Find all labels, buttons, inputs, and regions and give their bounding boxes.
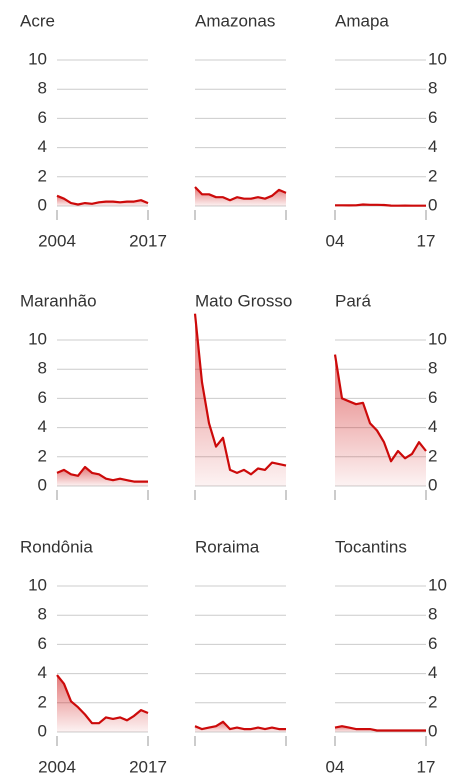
y-tick-label: 4 bbox=[428, 417, 437, 436]
x-tick-label: 2017 bbox=[129, 757, 167, 774]
panel-title: Tocantins bbox=[335, 537, 407, 556]
y-tick-label: 10 bbox=[428, 329, 447, 348]
line bbox=[334, 725, 426, 732]
panel-title: Roraima bbox=[195, 537, 260, 556]
y-tick-label: 4 bbox=[428, 137, 437, 156]
line bbox=[333, 354, 427, 463]
x-tick-label: 2004 bbox=[38, 231, 76, 250]
panel-title: Acre bbox=[20, 11, 55, 30]
line bbox=[56, 465, 148, 483]
area-fill bbox=[335, 354, 426, 486]
y-tick-label: 0 bbox=[38, 721, 47, 740]
y-tick-label: 8 bbox=[38, 605, 47, 624]
y-tick-label: 0 bbox=[428, 721, 437, 740]
panel-title: Maranhão bbox=[20, 291, 97, 310]
x-tick-label: 2017 bbox=[129, 231, 167, 250]
area-fill bbox=[57, 195, 148, 206]
x-tick-label: 17 bbox=[417, 757, 436, 774]
area-fill bbox=[195, 313, 286, 486]
line bbox=[335, 203, 426, 207]
y-tick-label: 2 bbox=[38, 166, 47, 185]
y-tick-label: 6 bbox=[38, 108, 47, 127]
y-tick-label: 4 bbox=[38, 417, 47, 436]
y-tick-label: 0 bbox=[428, 195, 437, 214]
y-tick-label: 2 bbox=[38, 692, 47, 711]
y-tick-label: 2 bbox=[428, 166, 437, 185]
y-tick-label: 4 bbox=[428, 663, 437, 682]
y-tick-label: 0 bbox=[428, 475, 437, 494]
y-tick-label: 6 bbox=[428, 388, 437, 407]
y-tick-label: 2 bbox=[38, 446, 47, 465]
line bbox=[56, 674, 149, 725]
y-tick-label: 10 bbox=[28, 329, 47, 348]
y-tick-label: 0 bbox=[38, 475, 47, 494]
y-tick-label: 8 bbox=[428, 79, 437, 98]
y-tick-label: 8 bbox=[38, 359, 47, 378]
y-tick-label: 10 bbox=[428, 49, 447, 68]
y-tick-label: 10 bbox=[28, 575, 47, 594]
panel-title: Rondônia bbox=[20, 537, 93, 556]
y-tick-label: 4 bbox=[38, 663, 47, 682]
panel-title: Amapa bbox=[335, 11, 389, 30]
y-tick-label: 6 bbox=[38, 388, 47, 407]
area-fill bbox=[57, 675, 148, 732]
x-tick-label: 2004 bbox=[38, 757, 76, 774]
panel-title: Mato Grosso bbox=[195, 291, 292, 310]
y-tick-label: 10 bbox=[428, 575, 447, 594]
y-tick-label: 8 bbox=[428, 605, 437, 624]
y-tick-label: 2 bbox=[428, 446, 437, 465]
panel-title: Pará bbox=[335, 291, 371, 310]
x-tick-label: 17 bbox=[417, 231, 436, 250]
line bbox=[194, 720, 286, 731]
area-fill bbox=[195, 187, 286, 206]
line bbox=[194, 186, 287, 202]
y-tick-label: 6 bbox=[428, 634, 437, 653]
y-tick-label: 6 bbox=[428, 108, 437, 127]
y-tick-label: 8 bbox=[38, 79, 47, 98]
y-tick-label: 2 bbox=[428, 692, 437, 711]
y-tick-label: 0 bbox=[38, 195, 47, 214]
line bbox=[193, 313, 287, 476]
panel-title: Amazonas bbox=[195, 11, 275, 30]
y-tick-label: 8 bbox=[428, 359, 437, 378]
y-tick-label: 4 bbox=[38, 137, 47, 156]
x-tick-label: 04 bbox=[326, 231, 345, 250]
y-tick-label: 6 bbox=[38, 634, 47, 653]
y-tick-label: 10 bbox=[28, 49, 47, 68]
line bbox=[56, 194, 149, 206]
x-tick-label: 04 bbox=[326, 757, 345, 774]
